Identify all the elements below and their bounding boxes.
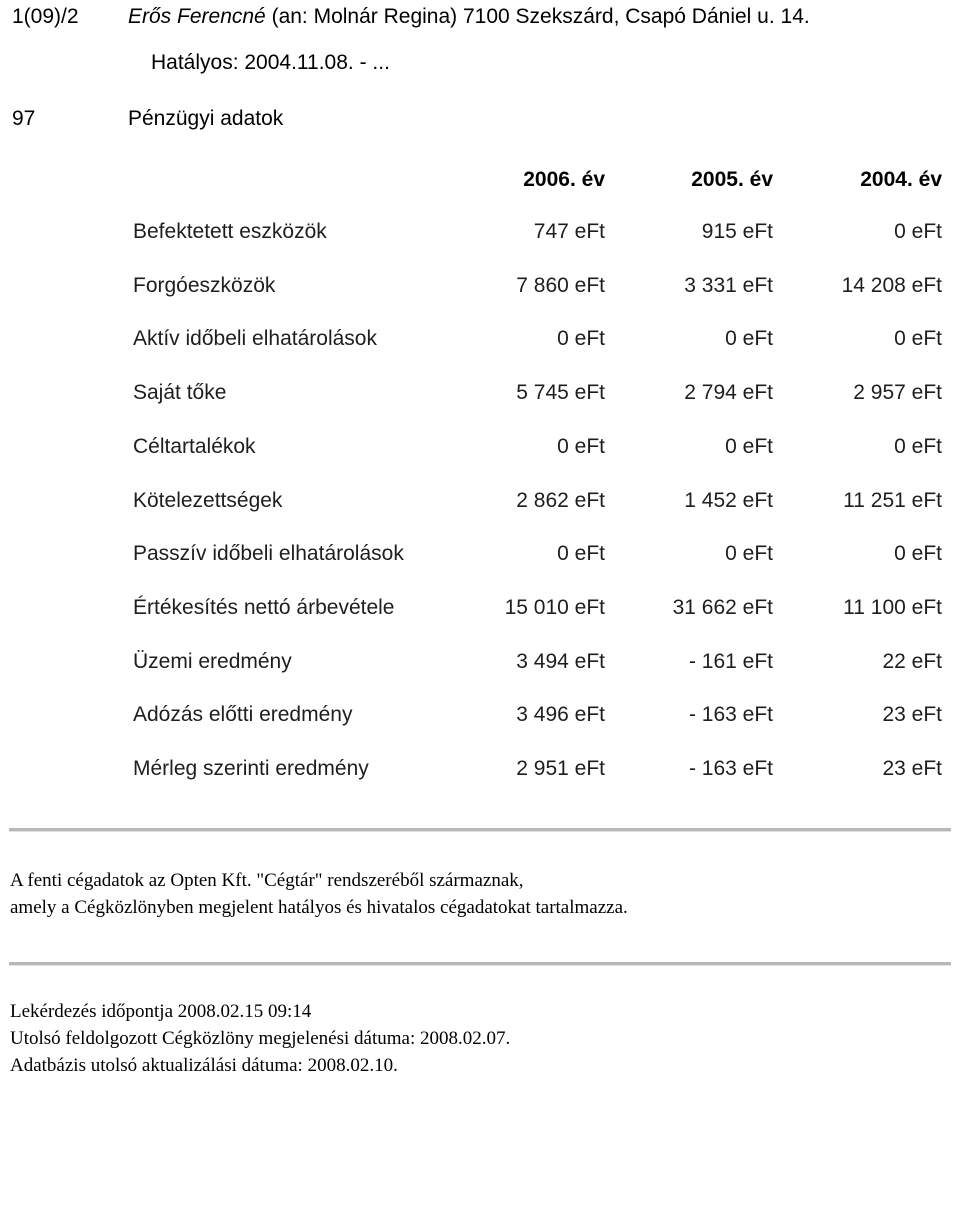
column-header-2006: 2006. év [523, 168, 605, 191]
row-value: 31 662 eFt [672, 595, 773, 619]
row-value: 747 eFt [533, 220, 605, 243]
section-title: Pénzügyi adatok [128, 107, 284, 130]
table-row: Értékesítés nettó árbevétele 15 010 eFt 31… [0, 596, 960, 620]
source-note-line-2: amely a Cégközlönyben megjelent hatályos… [10, 897, 628, 918]
divider [9, 828, 951, 832]
row-value: 1 452 eFt [684, 488, 773, 512]
row-value: 11 251 eFt [843, 488, 942, 512]
last-gazette-date: Utolsó feldolgozott Cégközlöny megjelené… [10, 1028, 511, 1049]
row-value: - 163 eFt [688, 703, 773, 727]
owner-details: (an: Molnár Regina) 7100 Szekszárd, Csap… [271, 5, 810, 28]
query-time: Lekérdezés időpontja 2008.02.15 09:14 [10, 1001, 312, 1022]
row-label: Céltartalékok [133, 434, 256, 458]
table-row: Üzemi eredmény 3 494 eFt - 161 eFt 22 eFt [0, 650, 960, 674]
row-value: - 163 eFt [688, 757, 773, 780]
table-row: Mérleg szerinti eredmény 2 951 eFt - 163 e… [0, 757, 960, 781]
row-value: 3 496 eFt [516, 703, 605, 727]
row-value: 0 eFt [557, 434, 605, 458]
row-value: 0 eFt [557, 542, 605, 566]
row-value: 2 862 eFt [516, 488, 605, 512]
row-label: Értékesítés nettó árbevétele [133, 595, 395, 619]
row-value: 3 331 eFt [684, 273, 773, 297]
row-value: 0 eFt [894, 220, 942, 243]
row-value: 2 951 eFt [516, 757, 605, 780]
row-value: 0 eFt [894, 542, 942, 566]
row-label: Forgóeszközök [133, 273, 276, 297]
row-label: Adózás előtti eredmény [133, 703, 353, 727]
table-row: Adózás előtti eredmény 3 496 eFt - 163 eFt… [0, 703, 960, 727]
row-value: 0 eFt [894, 327, 942, 351]
table-row: Céltartalékok 0 eFt 0 eFt 0 eFt [0, 435, 960, 459]
row-value: 915 eFt [701, 220, 773, 243]
row-label: Saját tőke [133, 381, 227, 405]
validity-period: Hatályos: 2004.11.08. - ... [151, 51, 390, 74]
row-value: 22 eFt [882, 649, 942, 673]
row-value: 0 eFt [894, 434, 942, 458]
row-label: Aktív időbeli elhatárolások [133, 327, 377, 351]
table-row: Passzív időbeli elhatárolások 0 eFt 0 eFt 0… [0, 542, 960, 566]
column-header-2004: 2004. év [860, 168, 942, 191]
row-value: 23 eFt [882, 703, 942, 727]
row-value: 14 208 eFt [841, 273, 942, 297]
section-number: 97 [12, 107, 36, 130]
row-label: Üzemi eredmény [133, 649, 292, 673]
row-value: 3 494 eFt [516, 649, 605, 673]
table-row: Kötelezettségek 2 862 eFt 1 452 eFt 11 251 … [0, 489, 960, 513]
owner-name: Erős Ferencné [128, 5, 266, 28]
table-row: Befektetett eszközök 747 eFt 915 eFt 0 eFt [0, 220, 960, 244]
row-label: Passzív időbeli elhatárolások [133, 542, 404, 566]
row-label: Befektetett eszközök [133, 220, 327, 243]
row-value: 0 eFt [557, 327, 605, 351]
row-value: 2 794 eFt [684, 381, 773, 405]
database-update-date: Adatbázis utolsó aktualizálási dátuma: 2… [10, 1055, 398, 1076]
divider [9, 962, 951, 966]
row-value: 5 745 eFt [516, 381, 605, 405]
row-value: 15 010 eFt [504, 595, 605, 619]
row-value: 0 eFt [725, 434, 773, 458]
source-note-line-1: A fenti cégadatok az Opten Kft. "Cégtár"… [10, 870, 524, 891]
table-row: Forgóeszközök 7 860 eFt 3 331 eFt 14 208 eF… [0, 274, 960, 298]
row-value: 0 eFt [725, 327, 773, 351]
row-label: Mérleg szerinti eredmény [133, 757, 369, 780]
column-header-2005: 2005. év [691, 168, 773, 191]
entry-code: 1(09)/2 [12, 5, 79, 28]
row-value: 0 eFt [725, 542, 773, 566]
table-row: Aktív időbeli elhatárolások 0 eFt 0 eFt 0 e… [0, 327, 960, 351]
row-value: 2 957 eFt [853, 381, 942, 405]
row-value: - 161 eFt [688, 649, 773, 673]
table-row: Saját tőke 5 745 eFt 2 794 eFt 2 957 eFt [0, 381, 960, 405]
owner-entry: Erős Ferencné (an: Molnár Regina) 7100 S… [128, 5, 810, 29]
row-value: 23 eFt [882, 757, 942, 780]
row-label: Kötelezettségek [133, 488, 283, 512]
row-value: 7 860 eFt [516, 273, 605, 297]
row-value: 11 100 eFt [843, 595, 942, 619]
